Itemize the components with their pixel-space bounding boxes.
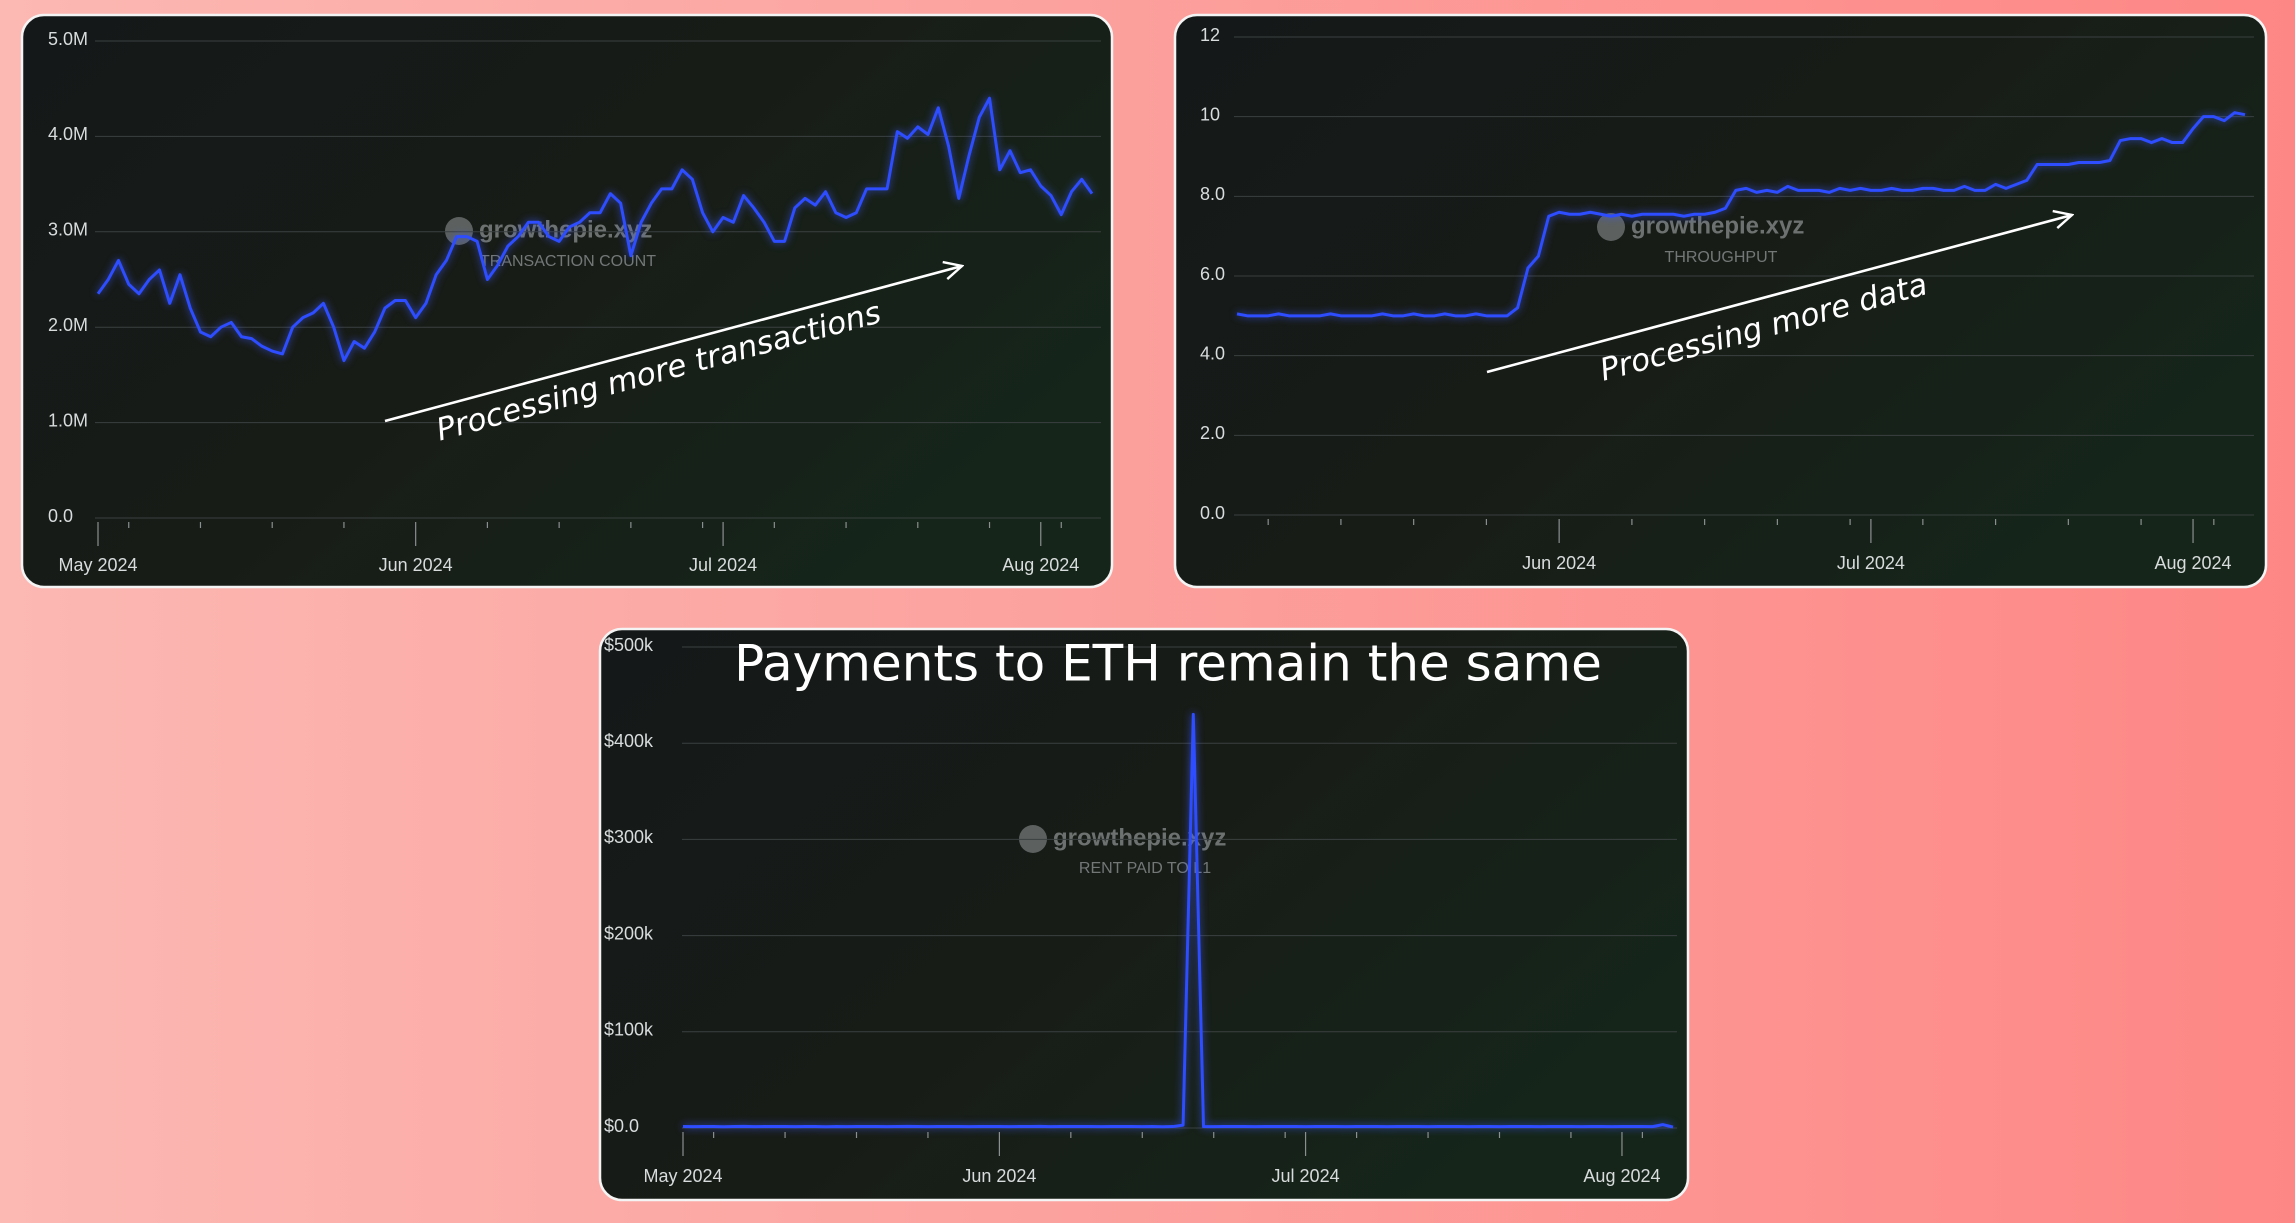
panel [1173,13,2268,589]
watermark-icon [1597,213,1625,241]
watermark-text: growthepie.xyz [1631,212,1804,239]
data-line [682,712,1674,1129]
x-tick-label: Jun 2024 [379,555,453,575]
x-tick-label: Jun 2024 [1522,553,1596,573]
y-tick-label: 10 [1200,104,1220,124]
y-tick-label: 4.0 [1200,343,1225,363]
x-tick-label: Aug 2024 [2155,553,2232,573]
y-tick-label: 6.0 [1200,264,1225,284]
watermark: growthepie.xyz [1597,212,1804,241]
x-tick-label: Aug 2024 [1583,1166,1660,1186]
x-tick-label: Jul 2024 [689,555,757,575]
chart-subtitle: THROUGHPUT [1665,249,1778,266]
data-line [1236,111,2246,318]
x-tick-label: Jul 2024 [1272,1166,1340,1186]
watermark-icon [445,217,473,245]
data-line [96,96,1094,363]
y-tick-label: $400k [604,731,654,751]
annotation-arrow [384,266,962,423]
y-tick-label: 0.0 [48,506,73,526]
annotation-arrow [1486,215,2072,374]
y-tick-label: 1.0M [48,410,88,430]
chart-subtitle: TRANSACTION COUNT [480,253,656,270]
y-tick-label: 4.0M [48,124,88,144]
y-tick-label: 2.0 [1200,423,1225,443]
x-tick-label: Jun 2024 [962,1166,1036,1186]
y-tick-label: $200k [604,923,654,943]
chart-subtitle: RENT PAID TO L1 [1079,860,1211,877]
x-tick-label: Aug 2024 [1002,555,1079,575]
y-tick-label: 12 [1200,25,1220,45]
y-tick-label: $300k [604,827,654,847]
y-tick-label: $100k [604,1020,654,1040]
panel [20,13,1114,589]
y-tick-label: 8.0 [1200,184,1225,204]
y-tick-label: 5.0M [48,29,88,49]
y-tick-label: $500k [604,635,654,655]
y-tick-label: 3.0M [48,220,88,240]
panel [598,627,1690,1202]
chart-title: Payments to ETH remain the same [734,635,1602,693]
x-tick-label: Jul 2024 [1837,553,1905,573]
y-tick-label: $0.0 [604,1116,639,1136]
y-tick-label: 2.0M [48,315,88,335]
watermark-text: growthepie.xyz [1053,824,1226,851]
x-tick-label: May 2024 [58,555,137,575]
x-tick-label: May 2024 [643,1166,722,1186]
y-tick-label: 0.0 [1200,503,1225,523]
